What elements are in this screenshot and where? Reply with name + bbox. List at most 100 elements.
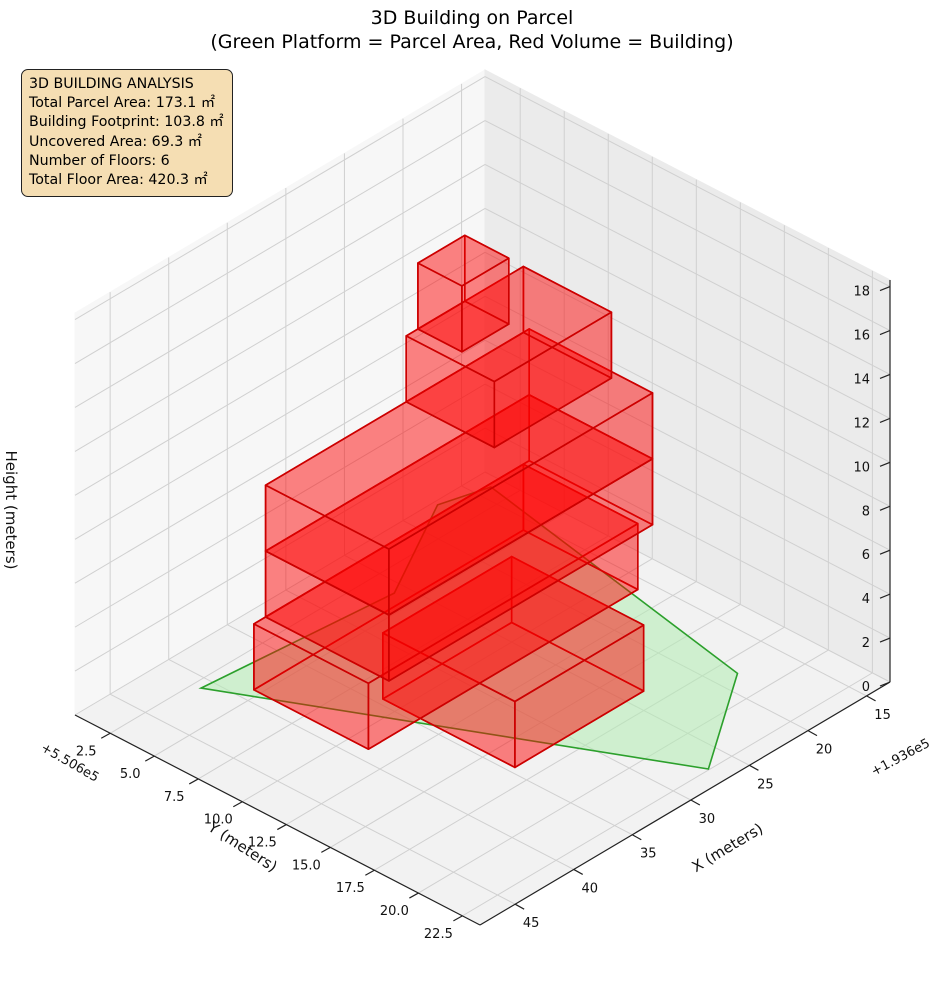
- y-tick-label: 7.5: [164, 790, 185, 805]
- z-tick-label: 4: [862, 592, 870, 607]
- building-block-floor-1: [381, 555, 645, 769]
- z-grid-left: [484, 164, 891, 375]
- z-grid-back: [74, 427, 486, 672]
- z-tick-label: 2: [862, 636, 870, 651]
- y-tick-mark: [188, 778, 199, 785]
- y-axis-line: [74, 714, 481, 926]
- y-tick-label: 12.5: [248, 836, 277, 851]
- y-tick-label: 5.0: [120, 767, 141, 782]
- y-tick-mark: [232, 801, 243, 808]
- x-tick-mark: [749, 764, 759, 771]
- building-block-floor-5: [405, 265, 613, 449]
- x-tick-mark: [514, 903, 525, 910]
- y-grid-floor: [418, 649, 829, 894]
- x-tick-label: 45: [523, 916, 540, 931]
- y-tick-mark: [277, 824, 287, 831]
- z-tick-label: 10: [853, 460, 870, 475]
- z-grid-left: [484, 383, 891, 595]
- z-tick-mark: [879, 505, 891, 511]
- x-tick-mark: [573, 868, 584, 875]
- y-tick-label: 22.5: [424, 927, 453, 942]
- z-grid-back: [74, 76, 486, 321]
- y-tick-mark: [409, 892, 419, 899]
- chart-subtitle: (Green Platform = Parcel Area, Red Volum…: [210, 31, 734, 53]
- x-tick-label: 20: [816, 743, 833, 758]
- x-grid-floor: [109, 693, 516, 905]
- z-grid-back: [74, 471, 486, 716]
- y-tick-mark: [321, 846, 331, 853]
- x-tick-label: 15: [874, 708, 891, 723]
- z-grid-left: [484, 251, 891, 463]
- parcel-layer: [198, 486, 739, 770]
- z-tick-mark: [879, 593, 891, 599]
- y-tick-label: 10.0: [204, 813, 233, 828]
- z-grid-back: [74, 251, 486, 496]
- z-tick-mark: [879, 286, 891, 292]
- info-heading: 3D BUILDING ANALYSIS: [29, 76, 194, 92]
- z-tick-label: 6: [862, 548, 870, 563]
- y-tick-mark: [453, 915, 463, 922]
- info-parcel-area: Total Parcel Area: 173.1 ㎡: [29, 95, 216, 112]
- z-grid-left: [484, 120, 891, 331]
- z-grid-back: [74, 164, 486, 408]
- y-tick-label: 20.0: [380, 904, 409, 919]
- x-tick-mark: [807, 730, 818, 737]
- y-tick-mark: [100, 732, 111, 739]
- x-tick-mark: [866, 695, 876, 702]
- z-grid-back: [74, 120, 486, 364]
- info-building-footprint: Building Footprint: 103.8 ㎡: [29, 114, 224, 131]
- y-tick-label: 2.5: [76, 744, 97, 759]
- z-tick-label: 0: [862, 680, 870, 695]
- z-tick-mark: [879, 681, 891, 687]
- z-tick-label: 8: [862, 504, 870, 519]
- z-tick-mark: [879, 461, 891, 467]
- z-grid-left: [484, 471, 891, 683]
- chart-title: 3D Building on Parcel: [370, 7, 574, 29]
- y-tick-mark: [365, 869, 375, 876]
- z-grid-back: [74, 295, 486, 540]
- z-grid-back: [74, 339, 486, 584]
- x-tick-mark: [690, 799, 701, 806]
- z-grid-left: [484, 295, 891, 507]
- z-tick-label: 16: [853, 329, 870, 344]
- z-tick-label: 18: [853, 285, 870, 300]
- info-total-floor-area: Total Floor Area: 420.3 ㎡: [29, 172, 208, 189]
- z-grid-back: [74, 207, 486, 452]
- building-block-floor-2: [253, 463, 639, 751]
- info-floor-count: Number of Floors: 6: [29, 152, 170, 169]
- building-block-floor-6: [417, 234, 510, 353]
- x-tick-mark: [631, 834, 642, 841]
- chart-title-block: 3D Building on Parcel (Green Platform = …: [0, 6, 944, 54]
- axis-lines: [74, 280, 891, 926]
- y-grid-floor: [462, 672, 873, 917]
- y-axis-ticks: 2.5 5.0 7.5 10.0 12.5 15.0 17.5 20.0 22.5: [76, 732, 463, 942]
- y-tick-mark: [144, 755, 155, 762]
- x-tick-label: 40: [581, 881, 598, 896]
- x-axis-line: [479, 681, 891, 926]
- z-tick-mark: [879, 549, 891, 555]
- parcel-platform: [198, 486, 739, 770]
- x-axis-ticks: 15 20 25 30 35 40 45: [514, 695, 891, 931]
- y-tick-label: 17.5: [336, 881, 365, 896]
- x-tick-label: 25: [757, 777, 774, 792]
- x-axis-label: X (meters): [689, 819, 767, 875]
- z-tick-mark: [879, 637, 891, 643]
- z-grid-left: [484, 76, 891, 288]
- y-tick-label: 15.0: [292, 858, 321, 873]
- z-axis-ticks: 0 2 4 6 8 10 12 14 16 18: [853, 285, 891, 695]
- building-analysis-box: 3D BUILDING ANALYSIS Total Parcel Area: …: [21, 69, 233, 198]
- z-tick-label: 12: [853, 416, 870, 431]
- building-face: [417, 234, 510, 287]
- z-grid-left: [484, 339, 891, 551]
- z-tick-mark: [879, 373, 891, 380]
- z-tick-mark: [879, 417, 891, 423]
- z-tick-mark: [879, 329, 891, 336]
- z-grid-left: [484, 427, 891, 639]
- z-tick-label: 14: [853, 372, 870, 387]
- z-axis-label: Height (meters): [2, 451, 20, 570]
- info-uncovered-area: Uncovered Area: 69.3 ㎡: [29, 133, 202, 150]
- x-offset-label: +1.936e5: [869, 736, 933, 779]
- building-face: [381, 555, 645, 703]
- x-tick-label: 35: [640, 847, 657, 862]
